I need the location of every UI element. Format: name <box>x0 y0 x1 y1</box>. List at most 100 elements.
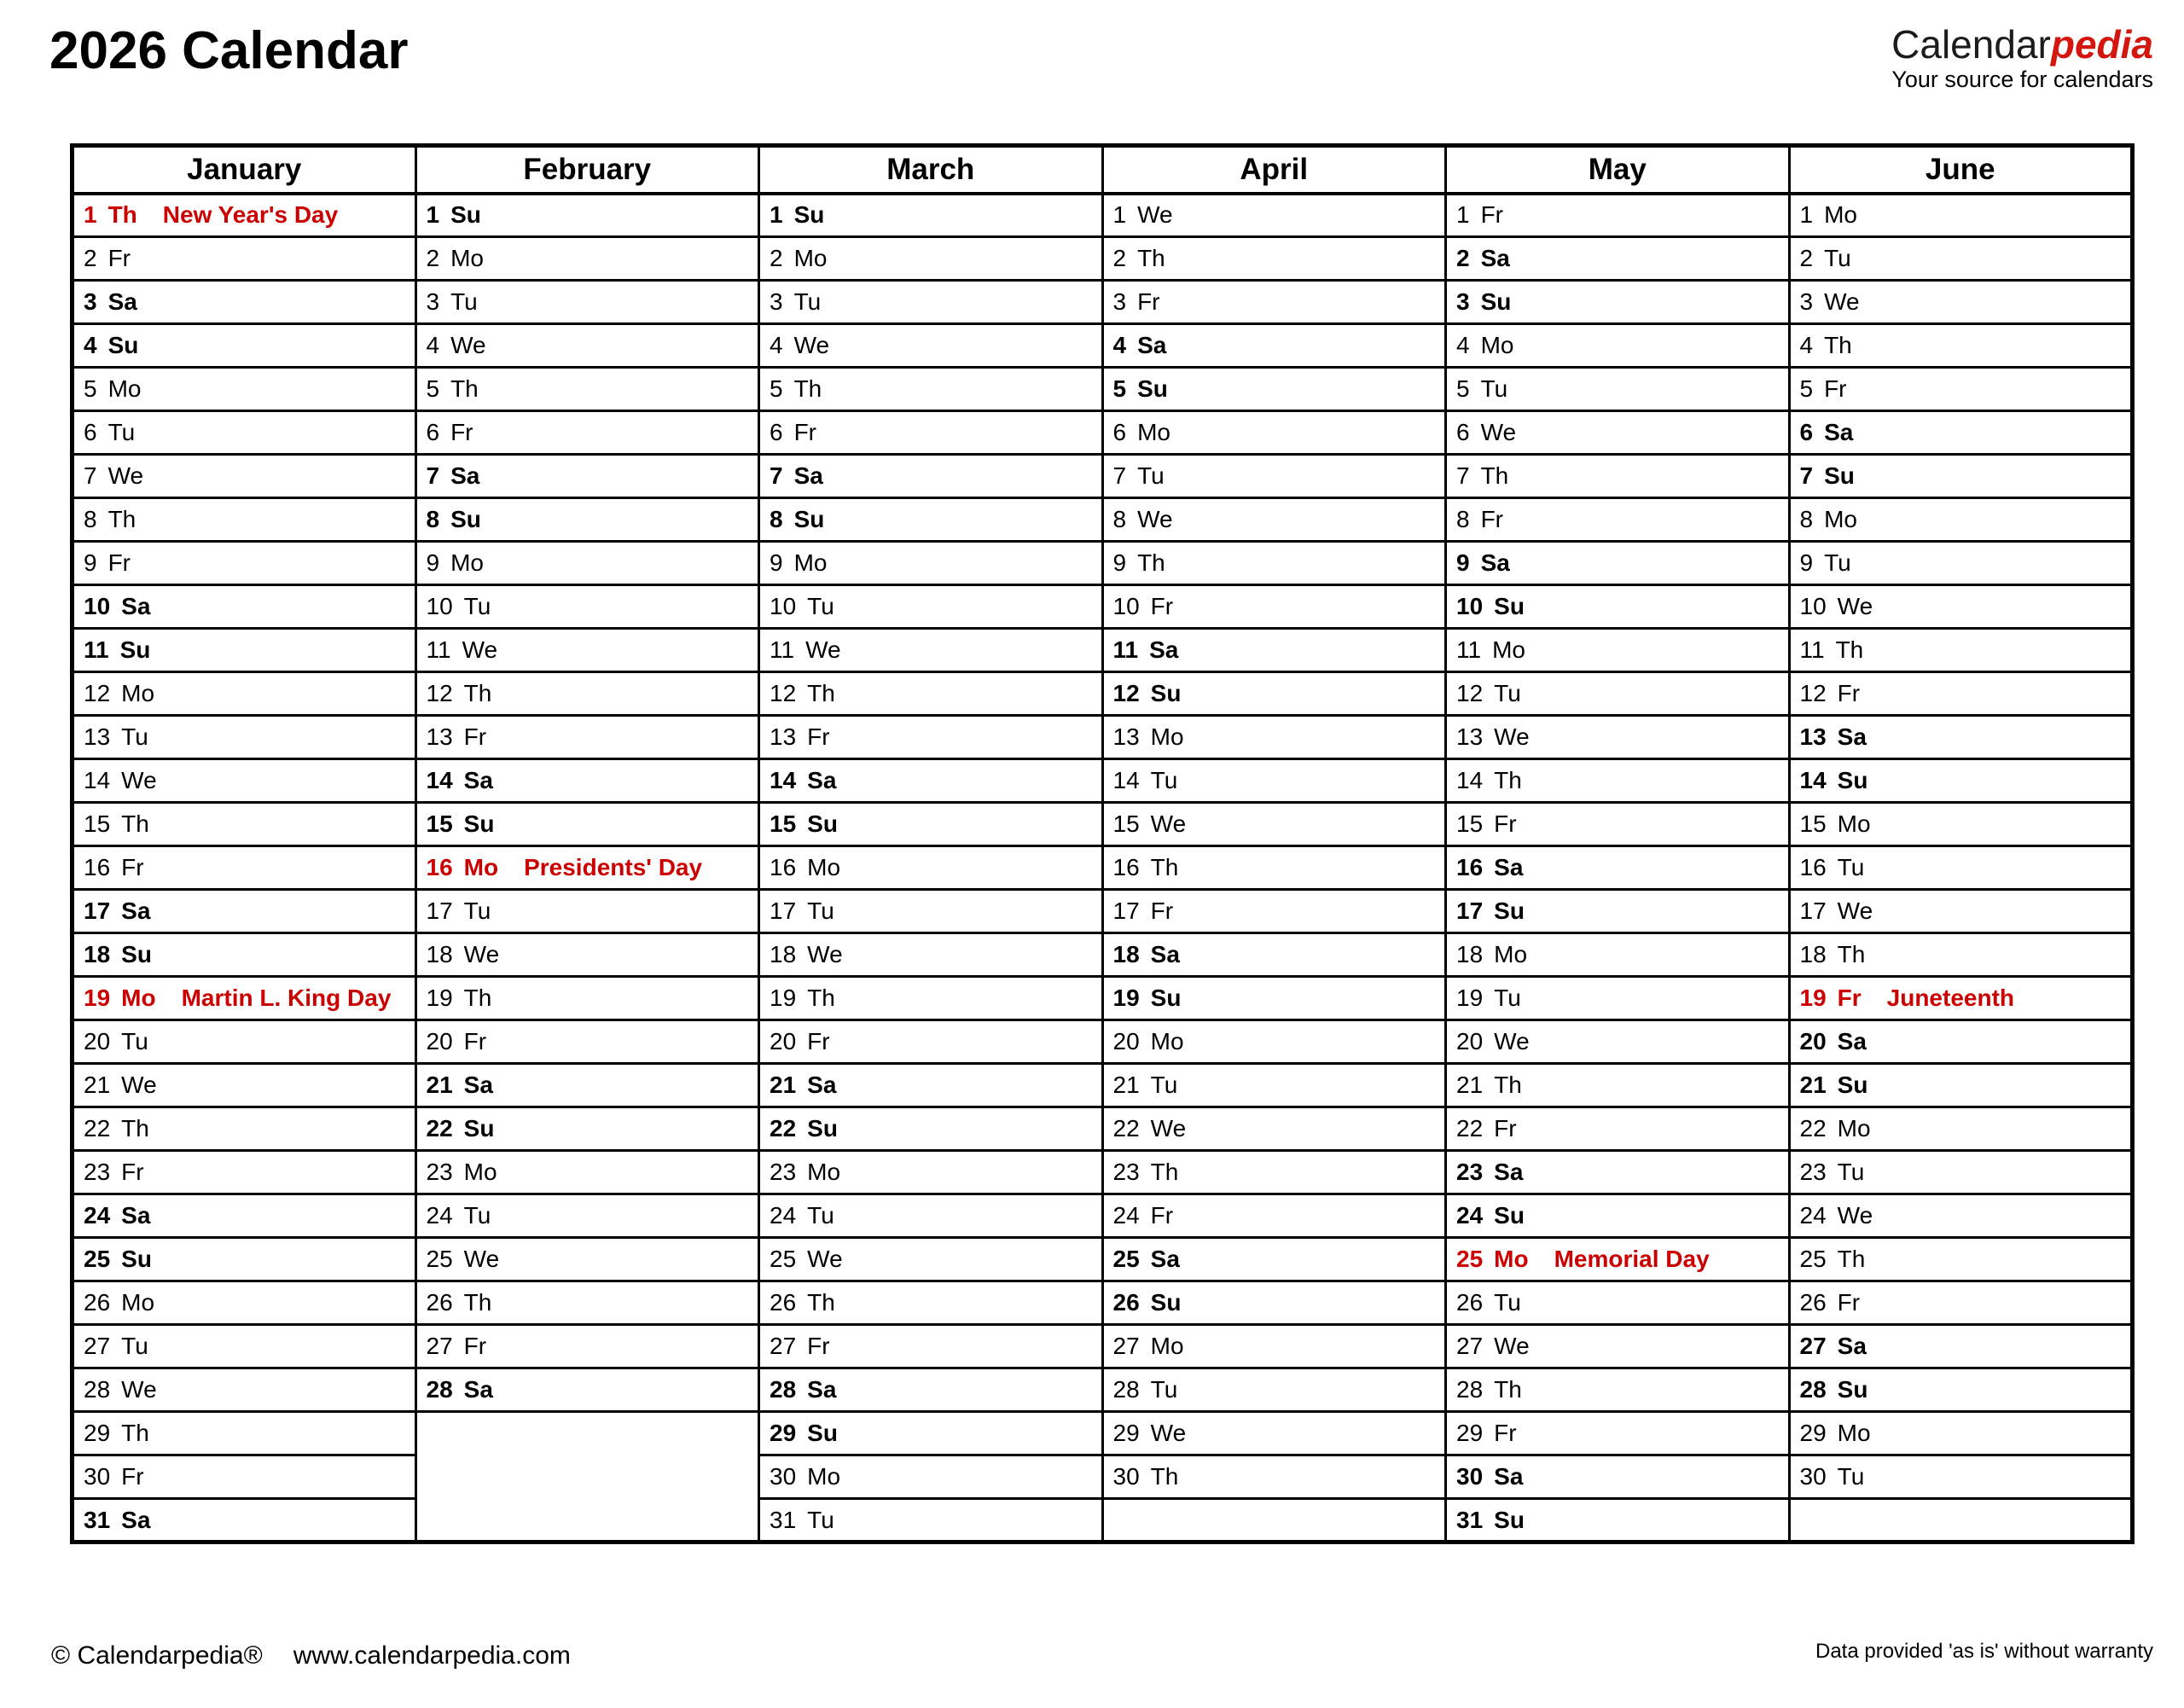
weekday-abbr: Th <box>1494 1376 1522 1403</box>
day-cell-march-4: 4 We <box>758 322 1104 369</box>
day-cell-march-8: 8 Su <box>758 497 1104 543</box>
day-number: 25 <box>1799 1246 1827 1272</box>
day-number: 21 <box>1799 1072 1827 1098</box>
day-cell-january-3: 3 Sa <box>71 279 417 325</box>
day-row-3: 3 Sa 3 Tu 3 Tu 3 Fr 3 Su 3 We <box>71 279 2134 325</box>
day-cell-march-9: 9 Mo <box>758 540 1104 586</box>
day-number: 18 <box>84 941 111 967</box>
day-cell-april-5: 5 Su <box>1101 366 1447 412</box>
weekday-abbr: Su <box>107 332 139 358</box>
day-number: 10 <box>426 593 453 619</box>
day-row-17: 17 Sa 17 Tu 17 Tu 17 Fr 17 Su 17 We <box>71 888 2134 934</box>
website-link[interactable]: www.calendarpedia.com <box>293 1641 571 1670</box>
day-cell-february-12: 12 Th <box>414 671 760 717</box>
day-number: 31 <box>1456 1506 1484 1533</box>
day-number: 19 <box>770 985 797 1011</box>
day-cell-may-9: 9 Sa <box>1444 540 1791 586</box>
day-cell-june-5: 5 Fr <box>1787 366 2134 412</box>
day-number: 15 <box>1799 810 1827 837</box>
day-cell-june-28: 28 Su <box>1787 1367 2134 1413</box>
day-row-14: 14 We 14 Sa 14 Sa 14 Tu 14 Th 14 Su <box>71 758 2134 804</box>
day-number: 6 <box>770 419 783 445</box>
day-cell-february-7: 7 Sa <box>414 453 760 499</box>
weekday-abbr: Tu <box>807 898 834 924</box>
day-cell-february-24: 24 Tu <box>414 1193 760 1239</box>
weekday-abbr: Tu <box>1824 245 1851 271</box>
logo-text-calendar: Calendar <box>1891 22 2051 67</box>
day-row-7: 7 We 7 Sa 7 Sa 7 Tu 7 Th 7 Su <box>71 453 2134 499</box>
day-number: 14 <box>1112 767 1140 793</box>
day-number: 12 <box>1456 680 1484 706</box>
day-cell-april-4: 4 Sa <box>1101 322 1447 369</box>
day-cell-april-6: 6 Mo <box>1101 410 1447 456</box>
weekday-abbr: Sa <box>107 288 137 315</box>
weekday-abbr: Sa <box>1837 1333 1867 1359</box>
day-cell-june-16: 16 Tu <box>1787 845 2134 891</box>
weekday-abbr: Tu <box>121 1333 148 1359</box>
weekday-abbr: Th <box>463 985 492 1011</box>
day-number: 18 <box>426 941 453 967</box>
weekday-abbr: Th <box>107 201 137 229</box>
day-cell-february-19: 19 Th <box>414 975 760 1021</box>
day-cell-may-6: 6 We <box>1444 410 1791 456</box>
day-number: 20 <box>1112 1028 1140 1054</box>
day-cell-june-26: 26 Fr <box>1787 1280 2134 1326</box>
weekday-abbr: We <box>1824 288 1860 315</box>
weekday-abbr: Mo <box>807 854 841 880</box>
day-cell-january-14: 14 We <box>71 758 417 804</box>
day-number: 25 <box>1112 1246 1140 1272</box>
day-number: 7 <box>1456 462 1470 489</box>
day-cell-march-14: 14 Sa <box>758 758 1104 804</box>
day-number: 30 <box>1112 1463 1140 1490</box>
weekday-abbr: We <box>450 332 486 358</box>
calendarpedia-logo[interactable]: Calendarpedia Your source for calendars <box>1891 24 2153 92</box>
day-cell-february-25: 25 We <box>414 1236 760 1282</box>
day-cell-february-27: 27 Fr <box>414 1323 760 1369</box>
day-number: 26 <box>1799 1289 1827 1316</box>
day-cell-june-24: 24 We <box>1787 1193 2134 1239</box>
day-cell-january-15: 15 Th <box>71 801 417 847</box>
day-number: 7 <box>1112 462 1127 489</box>
weekday-abbr: Su <box>463 810 495 837</box>
weekday-abbr: Sa <box>463 1376 493 1403</box>
day-number: 29 <box>1112 1420 1140 1446</box>
day-cell-march-28: 28 Sa <box>758 1367 1104 1413</box>
day-cell-january-20: 20 Tu <box>71 1019 417 1065</box>
weekday-abbr: Fr <box>1150 593 1174 619</box>
day-number: 6 <box>426 419 440 445</box>
weekday-abbr: We <box>807 941 843 967</box>
weekday-abbr: Fr <box>463 1028 487 1054</box>
footer-disclaimer: Data provided 'as is' without warranty <box>1815 1640 2153 1663</box>
day-row-21: 21 We 21 Sa 21 Sa 21 Tu 21 Th 21 Su <box>71 1062 2134 1108</box>
weekday-abbr: Su <box>1150 680 1182 706</box>
weekday-abbr: Fr <box>121 854 144 880</box>
day-cell-april-12: 12 Su <box>1101 671 1447 717</box>
weekday-abbr: Fr <box>1494 1115 1517 1142</box>
day-row-4: 4 Su 4 We 4 We 4 Sa 4 Mo 4 Th <box>71 322 2134 369</box>
day-number: 28 <box>1799 1376 1827 1403</box>
day-row-9: 9 Fr 9 Mo 9 Mo 9 Th 9 Sa 9 Tu <box>71 540 2134 586</box>
day-cell-march-18: 18 We <box>758 932 1104 978</box>
day-number: 14 <box>84 767 111 793</box>
day-cell-march-21: 21 Sa <box>758 1062 1104 1108</box>
day-number: 3 <box>84 288 97 315</box>
day-cell-january-19: 19 Mo Martin L. King Day <box>71 975 417 1021</box>
day-cell-april-30: 30 Th <box>1101 1454 1447 1500</box>
weekday-abbr: Tu <box>450 288 478 315</box>
day-number: 16 <box>1456 854 1484 880</box>
day-number: 5 <box>84 375 97 402</box>
day-row-30: 30 Fr 30 Mo 30 Th 30 Sa 30 Tu <box>71 1454 2134 1500</box>
day-number: 13 <box>84 723 111 750</box>
day-number: 20 <box>770 1028 797 1054</box>
day-cell-january-9: 9 Fr <box>71 540 417 586</box>
day-number: 5 <box>1456 375 1470 402</box>
day-number: 1 <box>1799 201 1814 229</box>
weekday-abbr: Mo <box>1480 332 1514 358</box>
weekday-abbr: We <box>793 332 830 358</box>
weekday-abbr: Fr <box>463 723 487 750</box>
day-cell-march-31: 31 Tu <box>758 1497 1104 1543</box>
day-number: 8 <box>1456 506 1470 532</box>
day-cell-february-11: 11 We <box>414 627 760 673</box>
day-number: 18 <box>770 941 797 967</box>
weekday-abbr: Tu <box>463 1202 491 1229</box>
